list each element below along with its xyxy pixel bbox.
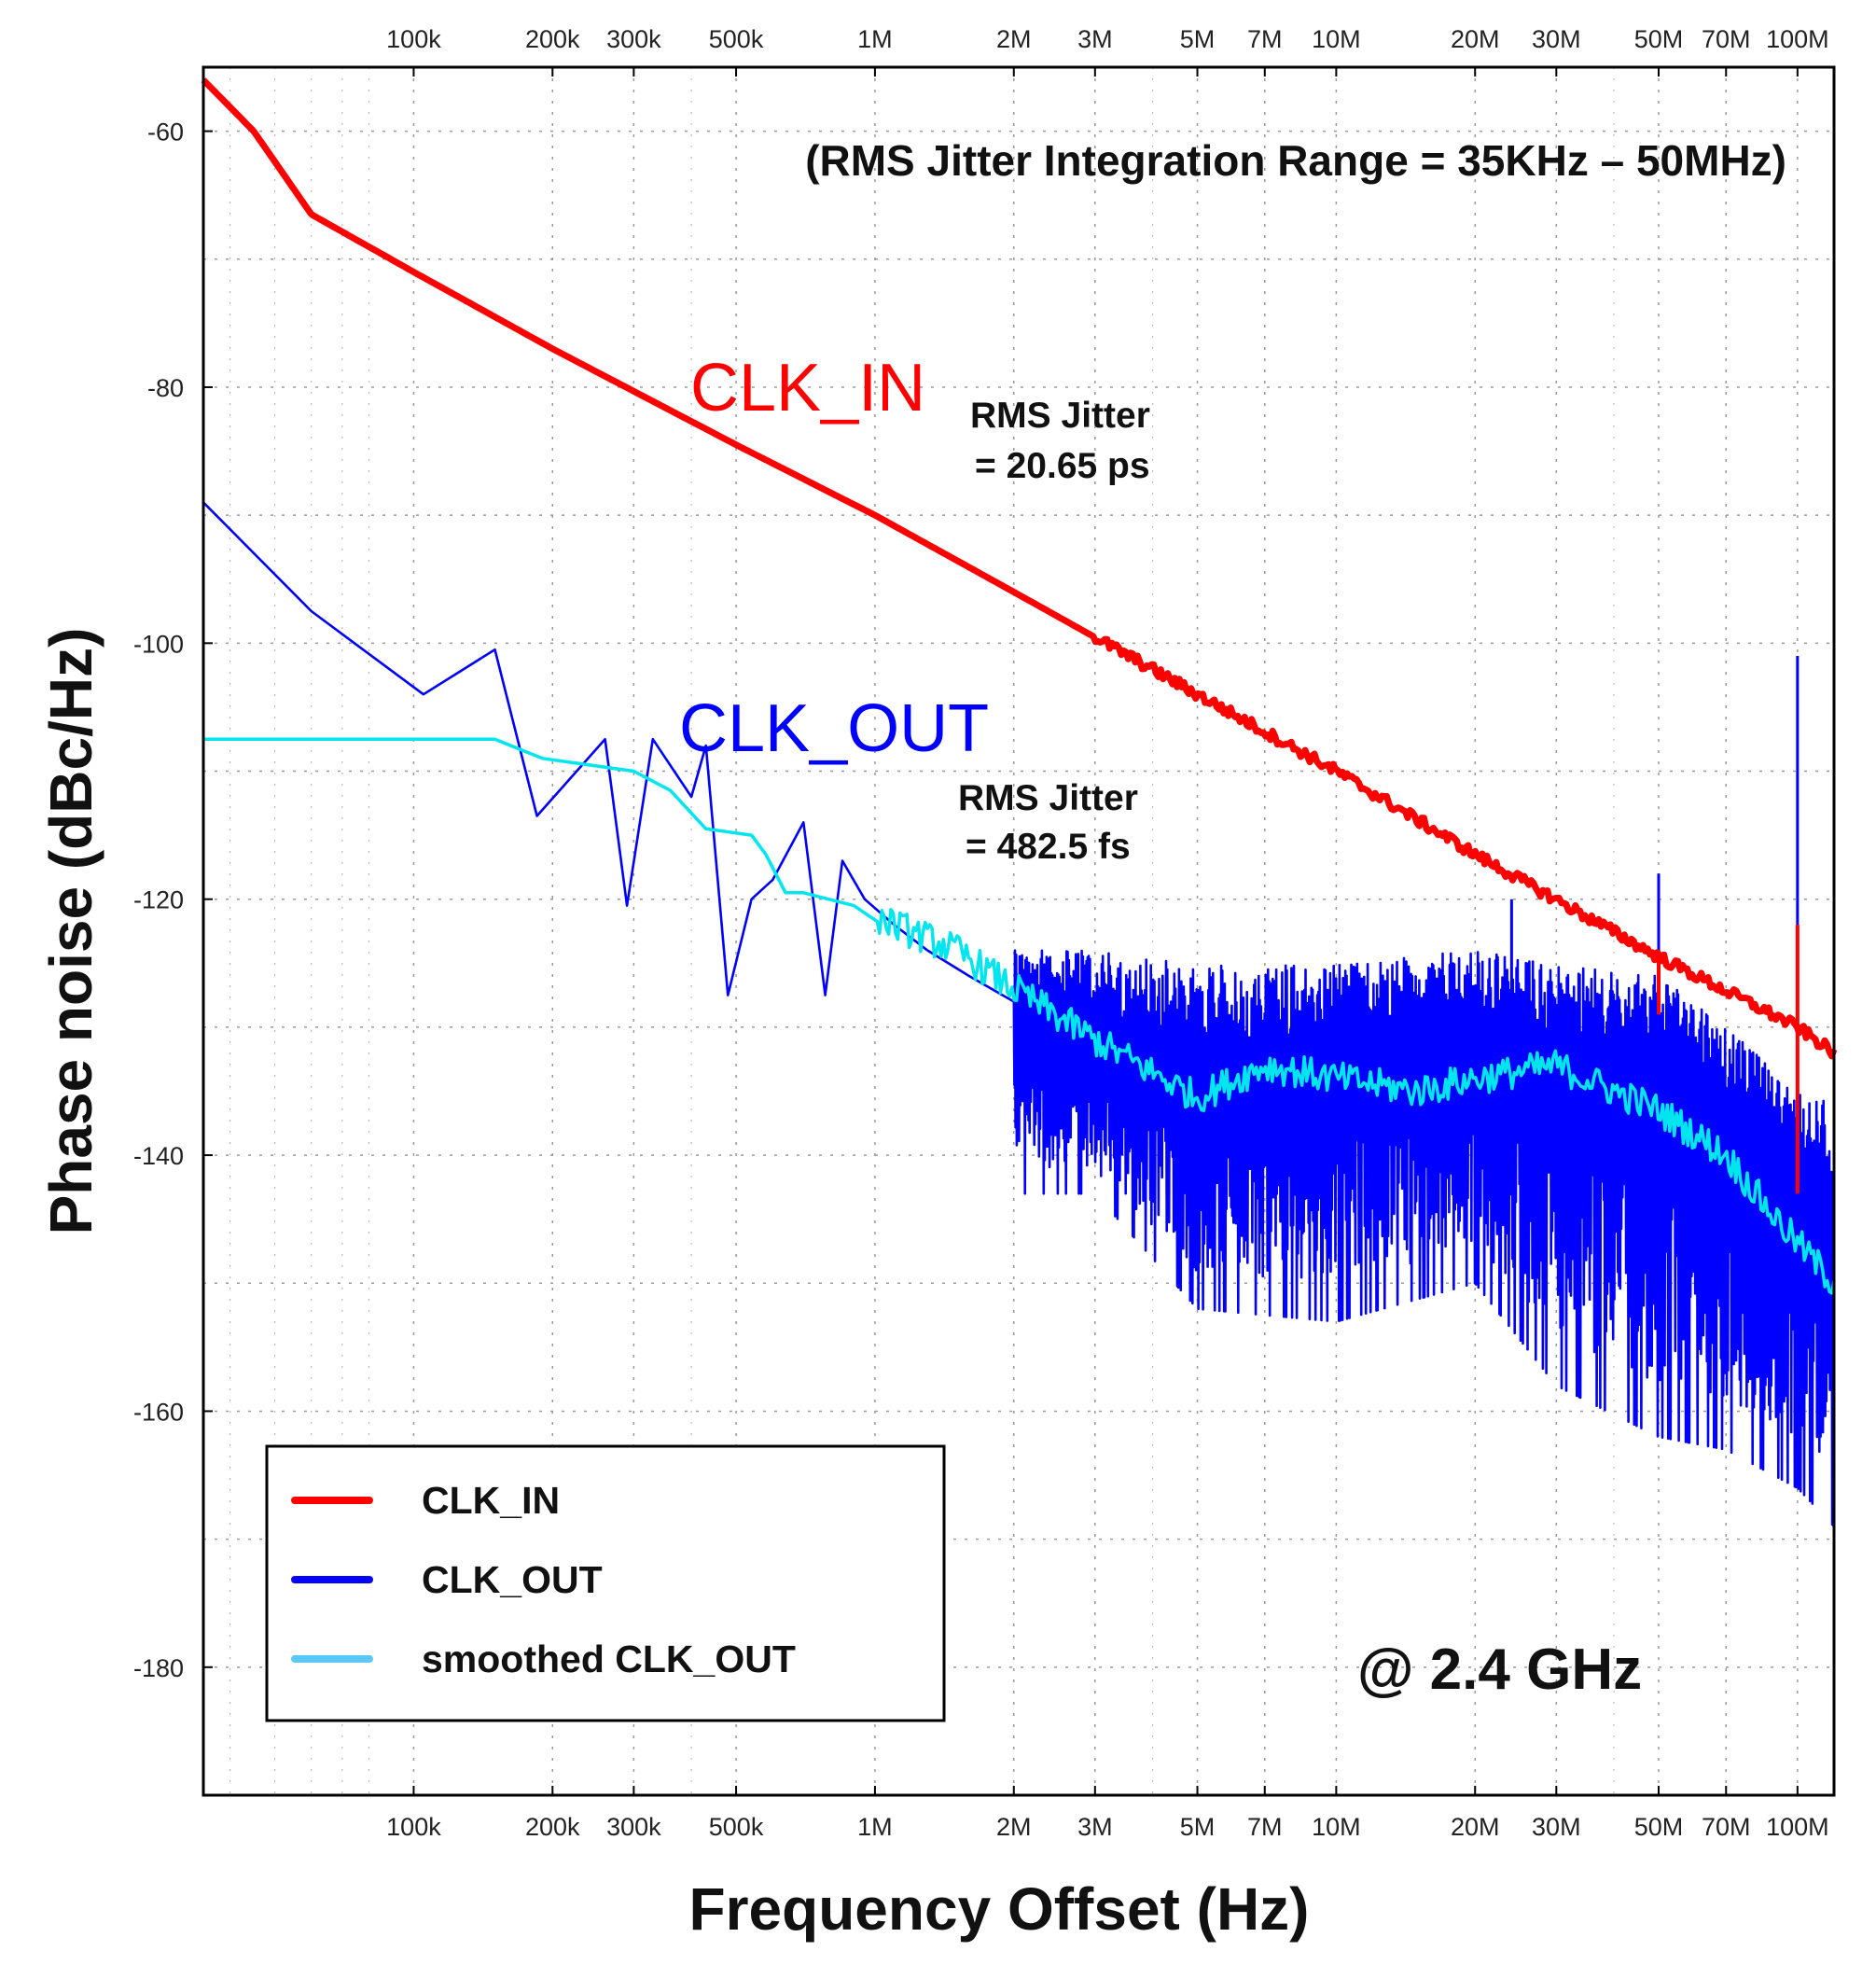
plot-frame [201,65,1836,1797]
x-tick-label-bottom-300k: 300k [606,1813,661,1841]
x-tick-label-bottom-70M: 70M [1702,1813,1751,1841]
x-tick-label-top-100M: 100M [1766,25,1829,53]
x-tick-label-top-50M: 50M [1634,25,1684,53]
x-tick-label-bottom-7M: 7M [1247,1813,1283,1841]
legend-label-smoothed-clk-out: smoothed CLK_OUT [422,1638,796,1680]
x-tick-label-bottom-200k: 200k [525,1813,580,1841]
x-tick-label-bottom-2M: 2M [996,1813,1032,1841]
tick-labels: 100k 100k 200k 200k 300k 300k 500k 500k 1M 1M 2M 2M… [133,25,1829,1841]
x-tick-label-top-7M: 7M [1247,25,1283,53]
y-tick-label--140: -140 [133,1142,184,1170]
legend: CLK_IN CLK_OUT smoothed CLK_OUT [265,1444,946,1722]
x-tick-label-bottom-20M: 20M [1451,1813,1500,1841]
x-tick-label-top-100k: 100k [386,25,441,53]
x-tick-label-top-10M: 10M [1312,25,1361,53]
frequency-label: @ 2.4 GHz [1357,1638,1642,1702]
x-tick-label-top-5M: 5M [1180,25,1216,53]
clk-out-jitter-line1: RMS Jitter [958,778,1138,818]
clk-out-series-label: CLK_OUT [679,691,989,766]
clk-in-series-label: CLK_IN [690,351,925,425]
y-tick-label--60: -60 [147,118,184,146]
clk-in-jitter-line1: RMS Jitter [970,396,1150,436]
chart-title: (RMS Jitter Integration Range = 35KHz – … [805,136,1786,185]
x-axis-title: Frequency Offset (Hz) [689,1875,1310,1943]
series-layer [201,77,1838,1527]
legend-label-clk-out: CLK_OUT [422,1558,603,1601]
x-tick-label-bottom-50M: 50M [1634,1813,1684,1841]
legend-label-clk-in: CLK_IN [422,1479,560,1522]
series-line-smoothed-clk-out [203,737,1836,1295]
series-line-clk-out [202,501,1836,1527]
series-line-clk-in [201,77,1838,1060]
x-tick-label-top-3M: 3M [1077,25,1113,53]
x-tick-label-top-300k: 300k [606,25,661,53]
x-tick-label-bottom-100k: 100k [386,1813,441,1841]
y-tick-label--120: -120 [133,886,184,914]
x-tick-label-top-70M: 70M [1702,25,1751,53]
x-tick-label-top-20M: 20M [1451,25,1500,53]
y-tick-label--80: -80 [147,374,184,402]
x-tick-label-bottom-100M: 100M [1766,1813,1829,1841]
x-tick-label-bottom-10M: 10M [1312,1813,1361,1841]
x-tick-label-bottom-30M: 30M [1532,1813,1581,1841]
x-tick-label-bottom-500k: 500k [709,1813,764,1841]
y-axis-title: Phase noise (dBc/Hz) [37,628,104,1235]
y-tick-label--160: -160 [133,1398,184,1426]
clk-out-jitter-line2: = 482.5 fs [966,827,1131,867]
x-tick-label-top-2M: 2M [996,25,1032,53]
clk-in-jitter-line2: = 20.65 ps [975,446,1150,486]
y-tick-label--100: -100 [133,630,184,658]
x-tick-label-top-30M: 30M [1532,25,1581,53]
x-tick-label-bottom-3M: 3M [1077,1813,1113,1841]
x-tick-label-bottom-5M: 5M [1180,1813,1216,1841]
legend-box [265,1444,946,1722]
y-tick-label--180: -180 [133,1654,184,1682]
x-tick-label-top-200k: 200k [525,25,580,53]
x-tick-label-top-1M: 1M [857,25,893,53]
x-tick-label-top-500k: 500k [709,25,764,53]
x-tick-label-bottom-1M: 1M [857,1813,893,1841]
